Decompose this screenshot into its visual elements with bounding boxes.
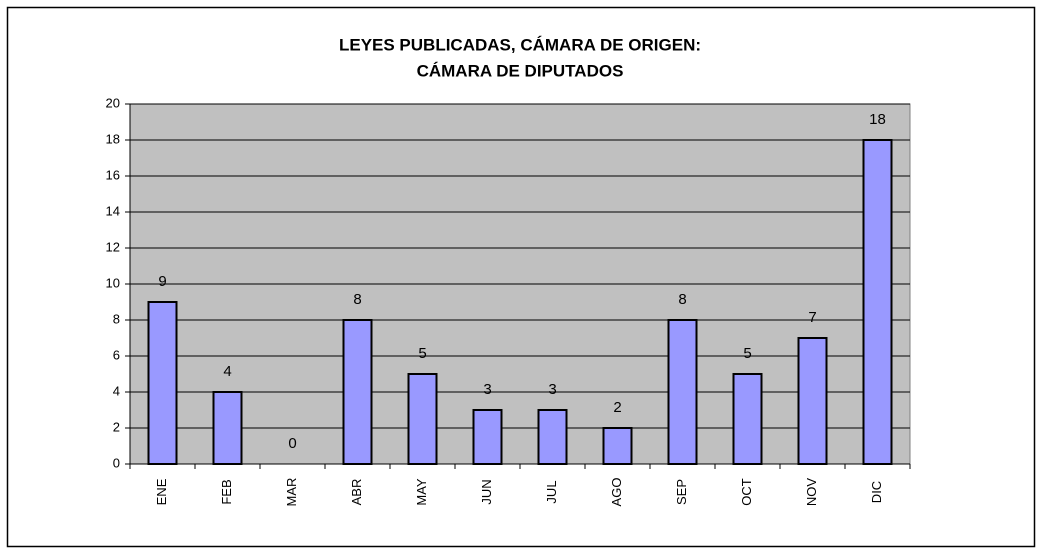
x-tick-label: FEB	[219, 479, 234, 504]
value-label: 8	[353, 291, 361, 308]
value-label: 8	[678, 291, 686, 308]
value-label: 9	[158, 273, 166, 290]
value-label: 7	[808, 309, 816, 326]
chart-title: CÁMARA DE DIPUTADOS	[417, 61, 624, 80]
chart-title: LEYES PUBLICADAS, CÁMARA DE ORIGEN:	[339, 35, 701, 54]
x-tick-label: DIC	[869, 481, 884, 503]
y-tick-label: 2	[113, 419, 120, 434]
x-tick-label: AGO	[609, 478, 624, 507]
x-tick-label: JUL	[544, 480, 559, 503]
y-tick-label: 20	[106, 95, 120, 110]
value-label: 5	[743, 345, 751, 362]
y-tick-label: 8	[113, 311, 120, 326]
y-tick-label: 14	[106, 203, 120, 218]
x-tick-label: ENE	[154, 478, 169, 505]
bar	[732, 373, 763, 465]
x-tick-label: SEP	[674, 479, 689, 505]
x-tick-label: JUN	[479, 479, 494, 504]
x-tick-label: NOV	[804, 478, 819, 507]
y-tick-label: 18	[106, 131, 120, 146]
y-tick-label: 16	[106, 167, 120, 182]
x-tick-label: ABR	[349, 479, 364, 506]
bar	[537, 409, 568, 465]
x-tick-label: MAR	[284, 478, 299, 507]
bar	[212, 391, 243, 465]
bar	[862, 139, 893, 465]
value-label: 3	[548, 381, 556, 398]
y-tick-label: 10	[106, 275, 120, 290]
value-label: 4	[223, 363, 231, 380]
y-tick-label: 6	[113, 347, 120, 362]
bar	[797, 337, 828, 465]
x-tick-label: MAY	[414, 478, 429, 506]
value-label: 5	[418, 345, 426, 362]
x-tick-label: OCT	[739, 478, 754, 506]
bar	[147, 301, 178, 465]
bar	[472, 409, 503, 465]
y-tick-label: 4	[113, 383, 120, 398]
bar	[667, 319, 698, 465]
value-label: 18	[869, 111, 886, 128]
y-tick-label: 0	[113, 455, 120, 470]
value-label: 0	[288, 435, 296, 452]
value-label: 3	[483, 381, 491, 398]
bar	[602, 427, 633, 465]
bar	[407, 373, 438, 465]
bar	[342, 319, 373, 465]
value-label: 2	[613, 399, 621, 416]
y-tick-label: 12	[106, 239, 120, 254]
